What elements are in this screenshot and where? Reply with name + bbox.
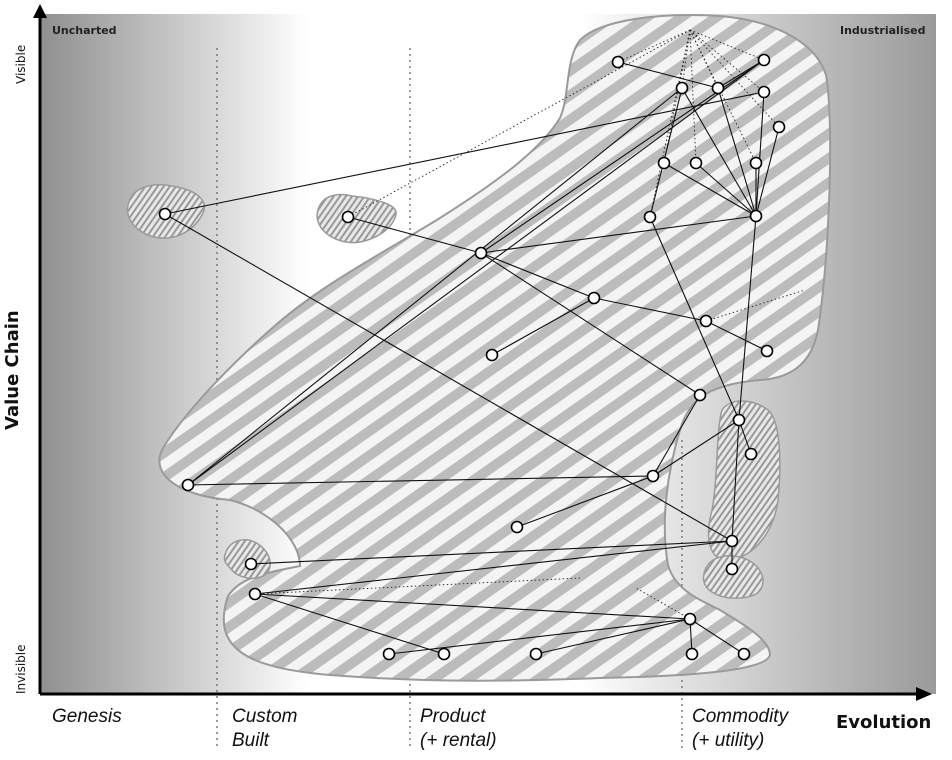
node bbox=[643, 210, 657, 224]
node bbox=[657, 156, 671, 170]
invisible-label: Invisible bbox=[14, 644, 28, 695]
node bbox=[181, 478, 195, 492]
visible-label: Visible bbox=[14, 44, 28, 84]
node bbox=[725, 562, 739, 576]
node bbox=[760, 344, 774, 358]
stage-genesis-line1: Genesis bbox=[52, 706, 122, 727]
node bbox=[382, 647, 396, 661]
node bbox=[699, 314, 713, 328]
region-right-small bbox=[702, 555, 764, 599]
node bbox=[737, 647, 751, 661]
node bbox=[757, 85, 771, 99]
node bbox=[689, 156, 703, 170]
node bbox=[485, 348, 499, 362]
stage-commodity-line1: Commodity bbox=[692, 706, 789, 727]
node bbox=[510, 520, 524, 534]
region-mid bbox=[316, 193, 397, 244]
node bbox=[675, 81, 689, 95]
node bbox=[711, 81, 725, 95]
stage-genesis: Genesis bbox=[52, 705, 122, 729]
stage-product-line1: Product bbox=[420, 706, 486, 727]
node bbox=[646, 469, 660, 483]
node bbox=[158, 207, 172, 221]
node bbox=[248, 587, 262, 601]
node bbox=[744, 447, 758, 461]
node bbox=[757, 53, 771, 67]
node bbox=[587, 291, 601, 305]
value-chain-title: Value Chain bbox=[2, 310, 23, 430]
node bbox=[749, 156, 763, 170]
stage-custom-built: Custom Built bbox=[232, 705, 297, 753]
region-right-tall bbox=[707, 400, 781, 561]
node bbox=[611, 55, 625, 69]
node bbox=[693, 388, 707, 402]
stage-custom-line1: Custom bbox=[232, 706, 298, 727]
main-region bbox=[158, 14, 832, 682]
x-axis-arrowhead bbox=[916, 687, 932, 701]
node bbox=[732, 413, 746, 427]
nodes bbox=[158, 53, 786, 661]
stage-commodity-line2: (+ utility) bbox=[692, 730, 765, 751]
solid-links bbox=[164, 59, 780, 655]
node bbox=[437, 647, 451, 661]
node bbox=[685, 647, 699, 661]
stage-custom-line2: Built bbox=[232, 730, 269, 751]
node bbox=[683, 612, 697, 626]
node bbox=[244, 557, 258, 571]
stage-product-line2: (+ rental) bbox=[420, 730, 497, 751]
uncharted-label: Uncharted bbox=[52, 24, 117, 37]
industrialised-label: Industrialised bbox=[840, 24, 926, 37]
y-axis-arrowhead bbox=[33, 4, 47, 18]
node bbox=[772, 120, 786, 134]
node bbox=[725, 534, 739, 548]
node bbox=[529, 647, 543, 661]
stage-commodity: Commodity (+ utility) bbox=[692, 705, 788, 753]
node bbox=[474, 246, 488, 260]
node bbox=[341, 210, 355, 224]
node bbox=[749, 209, 763, 223]
evolution-title: Evolution bbox=[836, 712, 932, 733]
stage-product: Product (+ rental) bbox=[420, 705, 497, 753]
